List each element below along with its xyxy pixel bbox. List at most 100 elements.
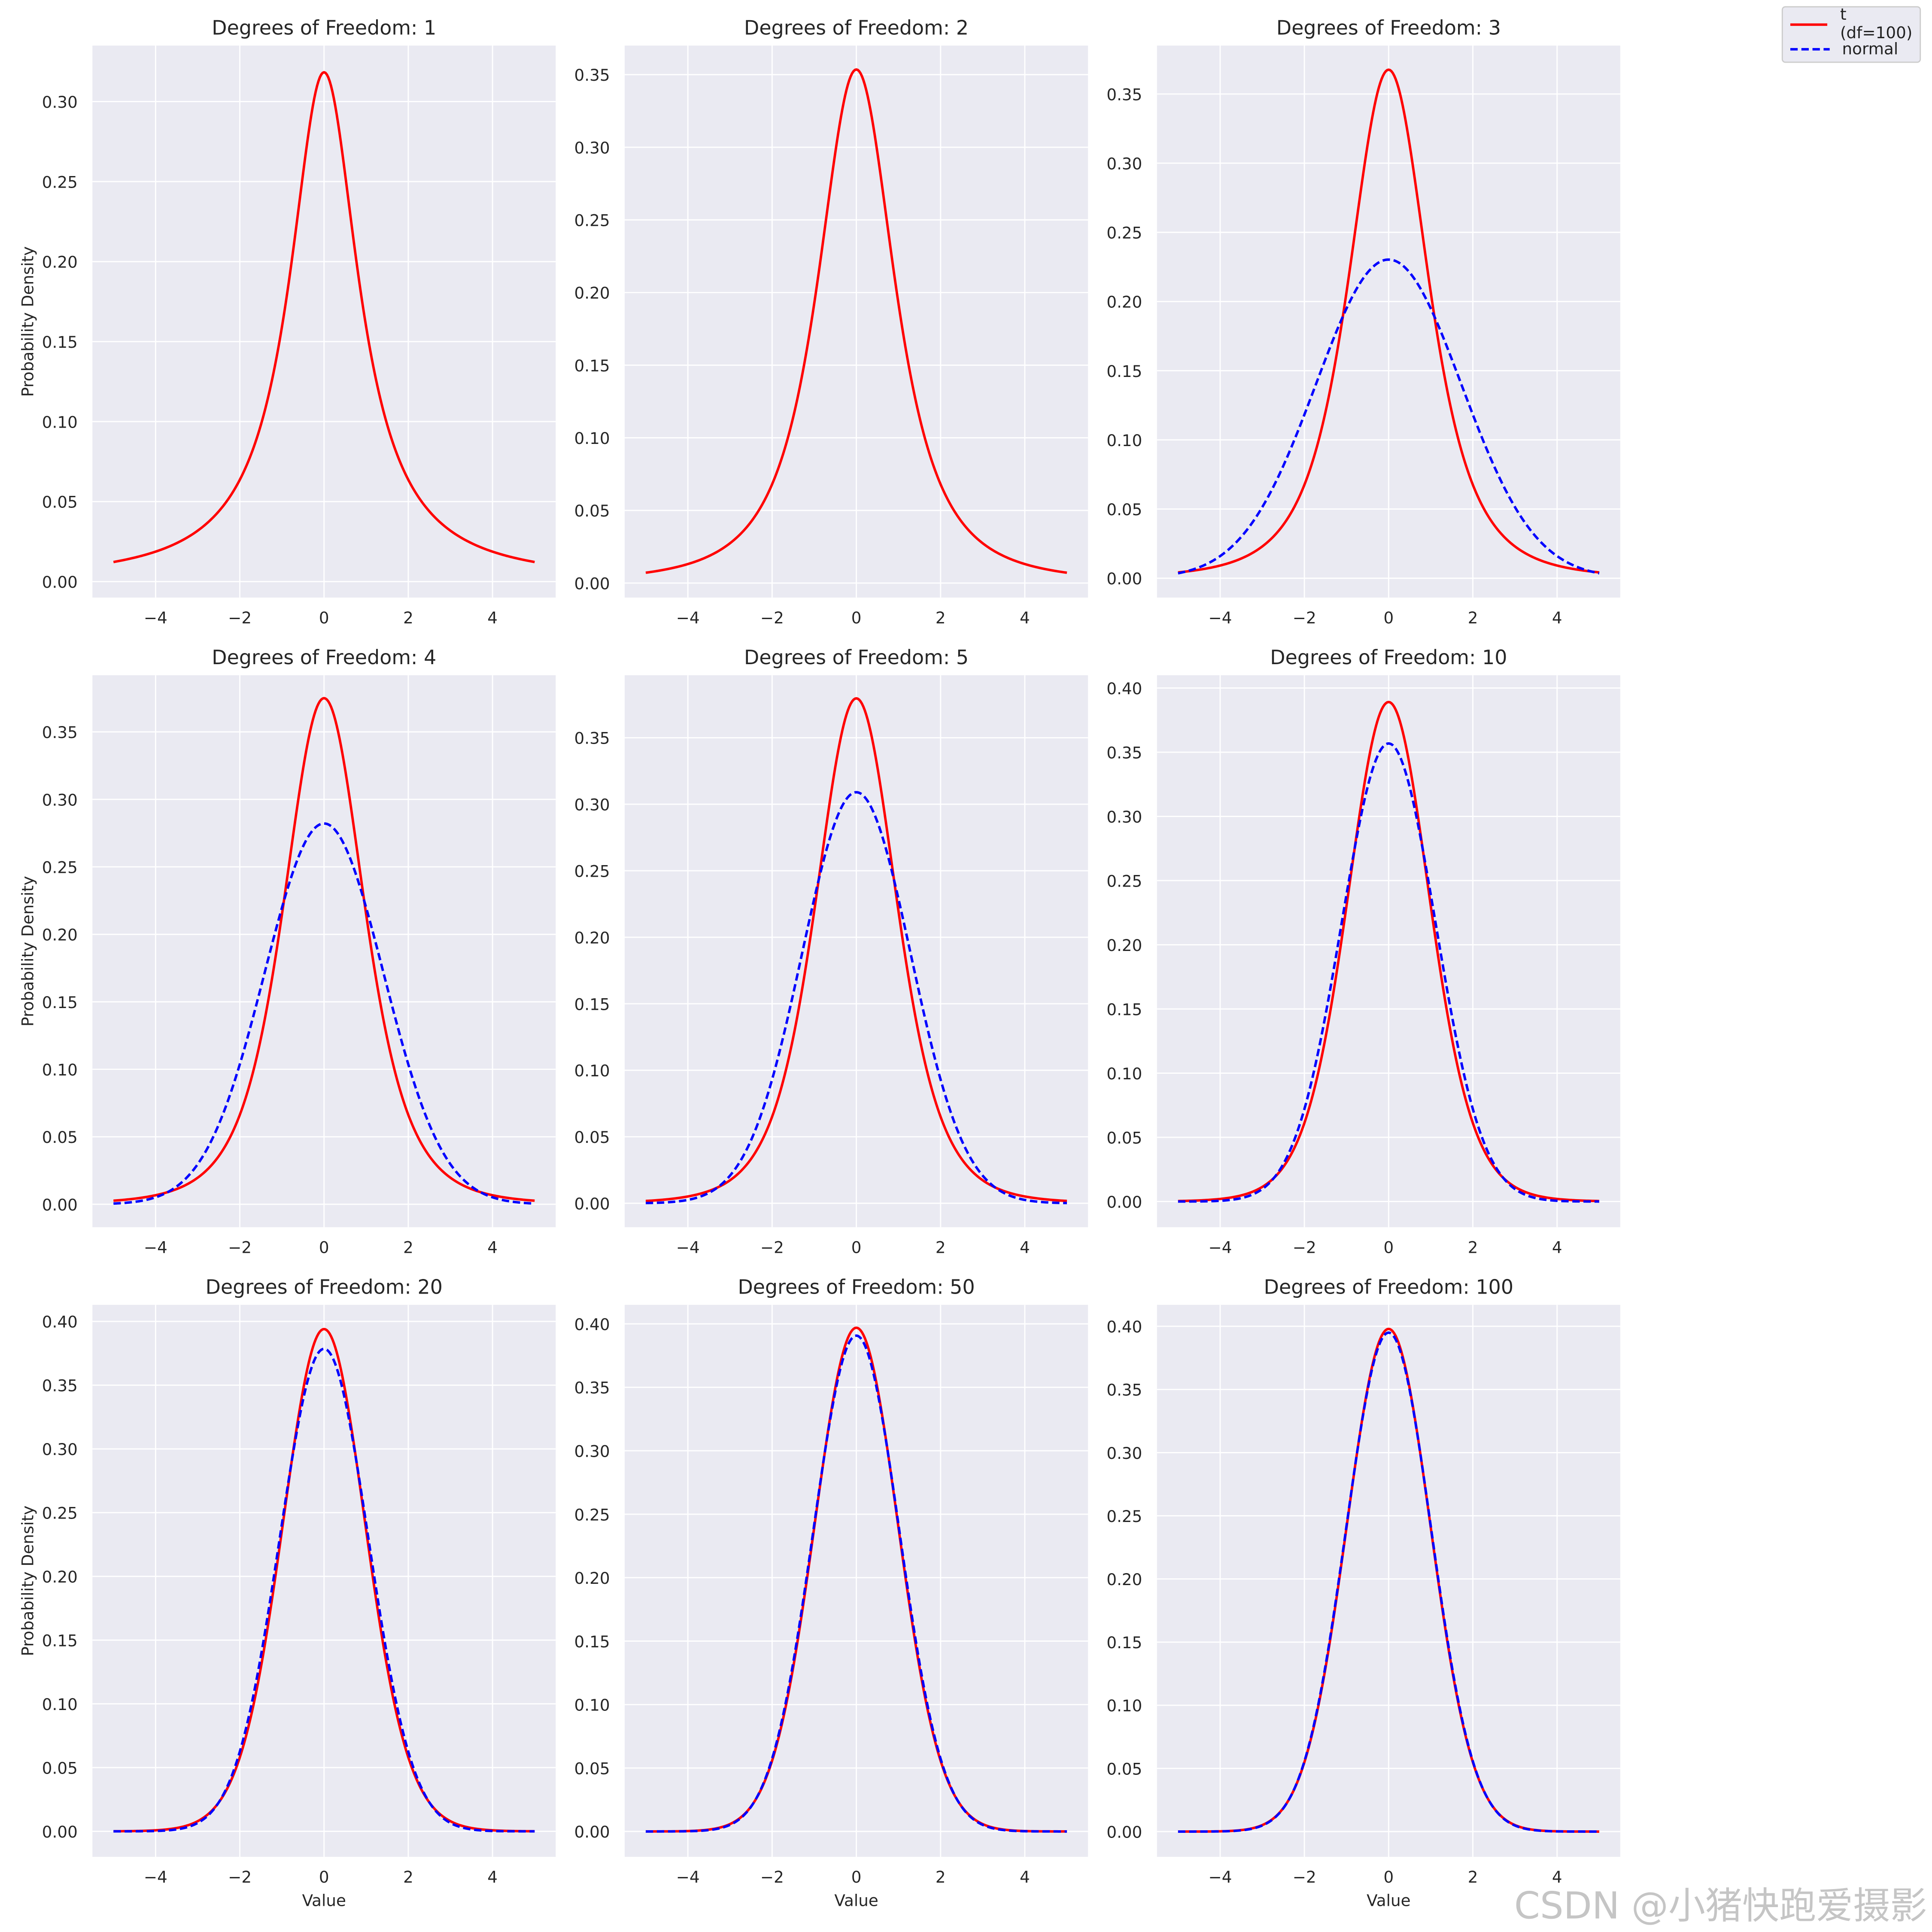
y-tick-label: 0.20: [42, 1567, 78, 1586]
y-tick-label: 0.30: [1106, 1444, 1142, 1463]
subplot-title: Degrees of Freedom: 20: [206, 1275, 443, 1298]
y-tick-label: 0.35: [42, 1376, 78, 1395]
y-tick-label: 0.20: [1106, 1570, 1142, 1589]
y-tick-label: 0.20: [1106, 293, 1142, 312]
y-axis-label: Probability Density: [18, 1506, 37, 1656]
subplot-5: −4 −2 0 2 4 0.00 0.05 0.10 0.15 0.20 0.25 0.30 0.35 D…: [574, 646, 1088, 1257]
y-tick-label: 0.25: [1106, 224, 1142, 243]
x-tick-label: 4: [487, 608, 498, 627]
y-tick-label: 0.25: [574, 1505, 610, 1524]
subplot-title: Degrees of Freedom: 4: [212, 646, 436, 669]
x-tick-label: 4: [1020, 608, 1030, 627]
x-axis-label: Value: [834, 1891, 878, 1910]
x-tick-label: 4: [1020, 1868, 1030, 1886]
y-tick-label: 0.00: [1106, 569, 1142, 588]
legend: t (df=100) normal: [1781, 6, 1921, 63]
y-tick-label: 0.30: [574, 1442, 610, 1461]
normal-distribution-line: [113, 1347, 535, 1833]
y-tick-label: 0.40: [42, 1312, 78, 1331]
y-tick-label: 0.05: [1106, 1759, 1142, 1778]
x-tick-label: −4: [144, 1868, 167, 1886]
subplot-title: Degrees of Freedom: 5: [744, 646, 969, 669]
y-tick-label: 0.05: [574, 501, 610, 520]
subplot-6: −4 −2 0 2 4 0.00 0.05 0.10 0.15 0.20 0.25 0.30 0.35 0…: [1106, 646, 1620, 1257]
t-distribution-line: [113, 1327, 535, 1833]
y-tick-label: 0.30: [574, 796, 610, 814]
x-tick-label: 0: [1384, 1238, 1394, 1257]
legend-label-t: t (df=100): [1840, 6, 1913, 43]
y-tick-label: 0.20: [574, 1569, 610, 1588]
x-axis-label: Value: [302, 1891, 346, 1910]
y-tick-label: 0.10: [574, 429, 610, 448]
subplot-title: Degrees of Freedom: 2: [744, 16, 969, 39]
x-tick-label: 2: [936, 1238, 946, 1257]
x-tick-label: 4: [487, 1868, 498, 1886]
x-tick-label: 4: [1552, 1868, 1562, 1886]
t-distribution-line: [113, 697, 535, 1202]
normal-distribution-line: [1178, 742, 1599, 1203]
y-tick-label: 0.00: [42, 573, 78, 592]
y-tick-label: 0.30: [42, 790, 78, 809]
x-tick-label: 2: [1468, 608, 1478, 627]
x-tick-label: −4: [1208, 1238, 1232, 1257]
y-tick-label: 0.05: [42, 493, 78, 512]
subplot-4: −4 −2 0 2 4 0.00 0.05 0.10 0.15 0.20 0.25 0.30 0.35 D…: [18, 646, 556, 1257]
x-tick-label: 0: [1384, 1868, 1394, 1886]
x-axis-label: Value: [1367, 1891, 1410, 1910]
y-tick-label: 0.10: [42, 413, 78, 431]
y-tick-label: 0.10: [42, 1695, 78, 1714]
x-tick-label: 4: [1020, 1238, 1030, 1257]
normal-distribution-line: [1178, 258, 1600, 575]
y-tick-label: 0.15: [1106, 1000, 1142, 1019]
y-tick-label: 0.05: [1106, 1128, 1142, 1147]
y-tick-label: 0.10: [42, 1060, 78, 1079]
y-axis-label: Probability Density: [18, 246, 37, 397]
subplot-title: Degrees of Freedom: 3: [1276, 16, 1501, 39]
y-tick-label: 0.35: [574, 1379, 610, 1397]
x-tick-label: −4: [144, 1238, 167, 1257]
y-tick-label: 0.25: [1106, 1507, 1142, 1526]
subplot-1: −4 −2 0 2 4 0.00 0.05 0.10 0.15 0.20 0.25 0.30 Degre…: [18, 16, 556, 627]
y-tick-label: 0.15: [42, 333, 78, 352]
y-tick-label: 0.25: [42, 1504, 78, 1523]
y-tick-label: 0.10: [1106, 1064, 1142, 1083]
y-tick-label: 0.15: [42, 993, 78, 1012]
y-tick-label: 0.15: [1106, 362, 1142, 381]
y-tick-label: 0.00: [1106, 1193, 1142, 1212]
x-tick-label: 4: [1552, 1238, 1562, 1257]
x-tick-label: −2: [1293, 1868, 1316, 1886]
x-tick-label: −4: [676, 608, 700, 627]
x-tick-label: −2: [760, 1238, 784, 1257]
x-tick-label: −2: [1293, 608, 1316, 627]
subplot-title: Degrees of Freedom: 50: [738, 1275, 975, 1298]
y-tick-label: 0.25: [42, 858, 78, 877]
x-tick-label: −2: [1293, 1238, 1316, 1257]
legend-line-solid-icon: [1790, 23, 1828, 26]
y-tick-label: 0.00: [42, 1195, 78, 1214]
x-tick-label: −4: [144, 608, 167, 627]
x-tick-label: −2: [228, 608, 252, 627]
x-tick-label: −4: [676, 1868, 700, 1886]
x-tick-label: 2: [1468, 1238, 1478, 1257]
x-tick-label: 0: [319, 608, 329, 627]
y-tick-label: 0.00: [574, 1823, 610, 1841]
y-tick-label: 0.40: [574, 1315, 610, 1334]
y-tick-label: 0.10: [574, 1061, 610, 1080]
subplot-title: Degrees of Freedom: 1: [212, 16, 436, 39]
x-tick-label: 2: [403, 1868, 413, 1886]
x-tick-label: −4: [1208, 1868, 1232, 1886]
normal-distribution-line: [113, 822, 535, 1205]
x-tick-label: 2: [936, 608, 946, 627]
y-tick-label: 0.20: [574, 284, 610, 303]
x-tick-label: 0: [1384, 608, 1394, 627]
y-tick-label: 0.00: [1106, 1823, 1142, 1841]
y-tick-label: 0.30: [1106, 808, 1142, 826]
y-tick-label: 0.40: [1106, 679, 1142, 698]
y-tick-label: 0.35: [1106, 1381, 1142, 1400]
x-tick-label: 2: [403, 608, 413, 627]
watermark: CSDN @小猪快跑爱摄影: [1514, 1885, 1927, 1929]
y-tick-label: 0.05: [42, 1128, 78, 1147]
y-tick-label: 0.20: [42, 253, 78, 272]
y-tick-label: 0.15: [574, 995, 610, 1014]
